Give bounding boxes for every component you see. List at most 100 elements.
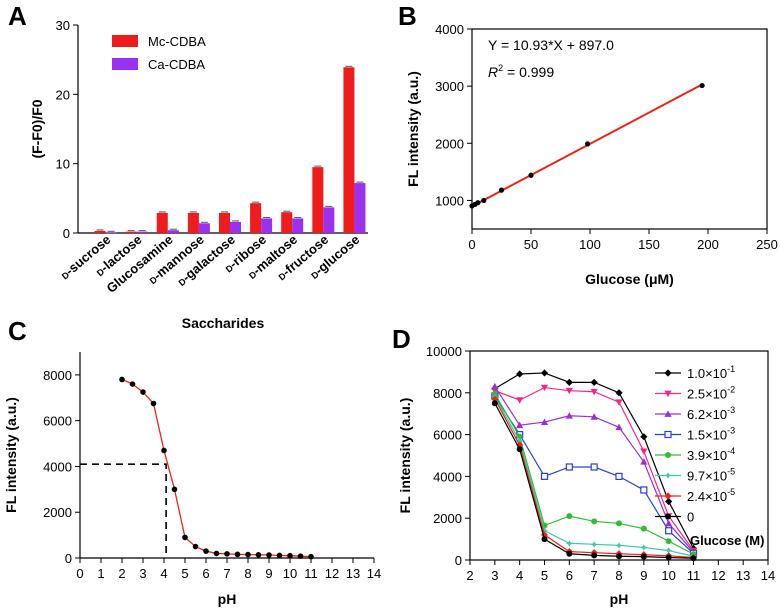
a-y-tick-label: 30 bbox=[56, 18, 70, 33]
d-series-4-point bbox=[640, 525, 647, 532]
c-y-axis-label: FL intensity (a.u.) bbox=[3, 397, 19, 513]
d-series-3-point bbox=[540, 472, 549, 480]
d-series-7-point bbox=[665, 554, 672, 561]
a-bar-mc-1 bbox=[125, 231, 137, 233]
a-bar-mc-4 bbox=[219, 212, 230, 233]
d-series-0-point bbox=[665, 497, 673, 506]
c-y-tick-label: 4000 bbox=[43, 459, 72, 474]
c-data-point bbox=[182, 534, 188, 541]
d-series-5-point: ✦ bbox=[515, 435, 524, 448]
d-legend-marker-0 bbox=[664, 369, 672, 377]
d-legend-label-3: 1.5×10-3 bbox=[687, 426, 735, 443]
c-x-tick-label: 7 bbox=[223, 566, 230, 581]
b-plot-frame bbox=[471, 28, 768, 230]
d-series-0-point bbox=[565, 378, 573, 386]
a-bar-ca-1 bbox=[136, 231, 148, 233]
a-category-prefix: D bbox=[95, 266, 107, 278]
c-data-point bbox=[161, 447, 167, 454]
c-data-point bbox=[308, 553, 314, 560]
c-x-tick-label: 6 bbox=[202, 566, 209, 581]
d-series-0-point bbox=[615, 389, 623, 397]
d-legend-base: 9.7×10 bbox=[687, 469, 727, 484]
d-series-3-point bbox=[565, 463, 573, 471]
a-bar-mc-8 bbox=[343, 67, 355, 233]
d-series-3-point bbox=[615, 472, 623, 480]
d-series-3-point bbox=[665, 527, 673, 535]
a-bar-ca-4 bbox=[230, 221, 241, 233]
d-series-0-point bbox=[540, 369, 549, 377]
d-legend-base: 0 bbox=[687, 510, 694, 525]
d-series-0-point bbox=[640, 433, 648, 441]
a-category-prefix: D bbox=[247, 269, 259, 281]
b-y-tick-label: 1000 bbox=[435, 193, 464, 208]
c-data-point bbox=[255, 551, 262, 558]
d-legend-base: 6.2×10 bbox=[687, 407, 727, 422]
d-x-tick-label: 9 bbox=[640, 568, 647, 583]
c-x-tick-label: 3 bbox=[139, 566, 146, 581]
d-legend-exponent: -1 bbox=[727, 364, 735, 374]
d-legend-base: 1.0×10 bbox=[687, 366, 727, 381]
c-data-point bbox=[119, 376, 125, 383]
a-bar-ca-6 bbox=[292, 218, 304, 233]
d-series-2-point bbox=[590, 413, 598, 420]
c-data-point bbox=[213, 550, 220, 557]
a-y-tick-label: 0 bbox=[63, 226, 70, 241]
d-legend-marker-5: ✦ bbox=[663, 470, 672, 483]
d-series-7-point bbox=[616, 553, 622, 560]
b-x-tick-label: 150 bbox=[638, 237, 660, 252]
b-y-tick-label: 2000 bbox=[435, 136, 464, 151]
d-series-3-point bbox=[590, 463, 598, 471]
c-x-tick-label: 12 bbox=[325, 566, 339, 581]
d-y-tick-label: 4000 bbox=[433, 469, 462, 484]
b-y-tick-label: 3000 bbox=[435, 79, 464, 94]
a-y-tick-label: 20 bbox=[56, 87, 70, 102]
c-x-tick-label: 1 bbox=[97, 566, 104, 581]
a-bar-mc-5 bbox=[250, 203, 262, 233]
d-x-tick-label: 3 bbox=[491, 568, 498, 583]
d-legend-label-6: 2.4×10-5 bbox=[687, 487, 735, 504]
panel-letter-c: C bbox=[8, 316, 27, 346]
d-series-2-point bbox=[516, 421, 524, 429]
a-bar-mc-0 bbox=[94, 230, 106, 233]
c-x-tick-label: 4 bbox=[160, 566, 167, 581]
c-x-tick-label: 2 bbox=[118, 566, 125, 581]
d-series-2-point bbox=[491, 382, 499, 390]
d-series-1-point bbox=[516, 397, 524, 404]
c-x-tick-label: 5 bbox=[181, 566, 188, 581]
a-bar-ca-0 bbox=[105, 232, 117, 234]
d-series-7-point bbox=[690, 555, 697, 562]
d-legend-exponent: -3 bbox=[727, 405, 735, 415]
b-data-point bbox=[528, 172, 534, 178]
d-series-5-point: ✦ bbox=[639, 541, 648, 554]
d-x-tick-label: 5 bbox=[541, 568, 548, 583]
d-x-tick-label: 2 bbox=[466, 568, 473, 583]
d-legend-base: 2.5×10 bbox=[687, 387, 727, 402]
d-y-tick-label: 8000 bbox=[433, 386, 462, 401]
d-series-0-point bbox=[516, 370, 524, 378]
b-data-point bbox=[585, 141, 591, 147]
b-x-axis-label: Glucose (μM) bbox=[585, 271, 674, 287]
a-category-prefix: D bbox=[224, 262, 236, 274]
d-series-1-point bbox=[640, 448, 648, 455]
d-legend-exponent: -4 bbox=[727, 446, 735, 456]
d-legend-label-2: 6.2×10-3 bbox=[687, 405, 735, 422]
d-legend-base: 2.4×10 bbox=[687, 489, 727, 504]
panel-letter-a: A bbox=[8, 1, 27, 31]
d-series-5-point: ✦ bbox=[590, 538, 599, 551]
c-y-tick-label: 6000 bbox=[43, 414, 72, 429]
d-series-3-point bbox=[640, 486, 648, 494]
a-legend-swatch-1 bbox=[112, 58, 138, 70]
d-x-tick-label: 10 bbox=[661, 568, 675, 583]
b-x-tick-label: 50 bbox=[524, 237, 538, 252]
c-y-tick-label: 0 bbox=[65, 551, 72, 566]
d-legend-title: Glucose (M) bbox=[690, 533, 764, 548]
d-legend-exponent: -2 bbox=[727, 385, 735, 395]
d-series-7-point bbox=[591, 552, 598, 559]
d-legend-label-7: 0 bbox=[687, 510, 694, 525]
d-series-0-point bbox=[590, 378, 598, 386]
d-x-tick-label: 13 bbox=[736, 568, 750, 583]
d-legend-base: 1.5×10 bbox=[687, 428, 727, 443]
d-series-1-point bbox=[565, 387, 573, 395]
d-series-5-point: ✦ bbox=[565, 537, 574, 550]
